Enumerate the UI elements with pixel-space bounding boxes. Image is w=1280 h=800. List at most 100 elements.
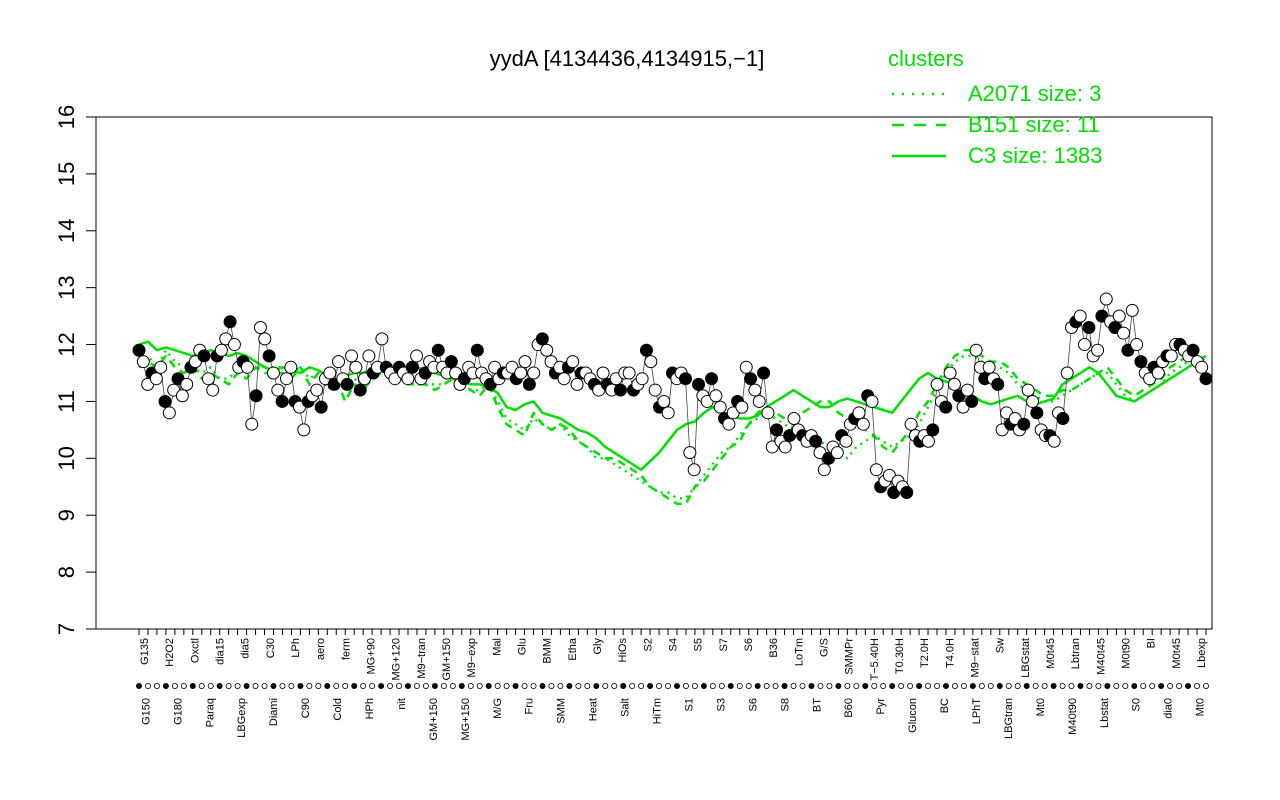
data-point — [180, 377, 194, 391]
x-tick-label-top: S2 — [642, 638, 654, 651]
data-point — [947, 377, 961, 391]
x-marker — [1122, 683, 1129, 690]
data-point — [817, 463, 831, 477]
data-point — [960, 383, 974, 397]
data-point — [158, 394, 172, 408]
x-tick-label-top: LPh — [290, 638, 302, 658]
x-tick-label-top: dia15 — [215, 638, 227, 665]
x-marker — [333, 683, 340, 690]
x-marker — [584, 683, 591, 690]
x-marker — [476, 683, 483, 690]
x-tick-label-top: Lbtran — [1070, 638, 1082, 669]
data-point — [353, 383, 367, 397]
x-tick-label-top: Oxctl — [189, 638, 201, 663]
x-tick-label-top: T2.0H — [919, 638, 931, 668]
data-point — [201, 372, 215, 386]
data-point — [713, 400, 727, 414]
x-marker — [252, 683, 259, 690]
legend-title: clusters — [888, 46, 964, 71]
data-point — [757, 366, 771, 380]
x-tick-label-bottom: S3 — [715, 698, 727, 711]
data-point — [132, 343, 146, 357]
x-tick-label-top: G135 — [139, 638, 151, 665]
x-tick-label-bottom: M/G — [492, 698, 504, 719]
x-tick-label-top: S6 — [743, 638, 755, 651]
x-marker — [279, 683, 286, 690]
x-marker — [925, 683, 932, 690]
x-marker — [449, 683, 456, 690]
data-point — [705, 372, 719, 386]
data-point — [1082, 320, 1096, 334]
x-marker — [996, 683, 1003, 690]
x-marker — [458, 683, 465, 690]
x-tick-label-bottom: B60 — [843, 698, 855, 718]
x-marker — [306, 683, 313, 690]
x-marker — [1086, 683, 1093, 690]
data-point — [175, 389, 189, 403]
x-marker — [1194, 683, 1201, 690]
x-marker — [530, 683, 537, 690]
data-point — [444, 355, 458, 369]
data-point — [332, 355, 346, 369]
x-marker — [548, 683, 555, 690]
x-tick-label-bottom: Diami — [268, 698, 280, 726]
x-marker — [817, 683, 824, 690]
x-marker — [243, 683, 250, 690]
data-point — [613, 383, 627, 397]
x-tick-label-bottom: nit — [396, 698, 408, 710]
data-point — [770, 423, 784, 437]
x-tick-label-top: M9−stat — [969, 638, 981, 677]
x-tick-label-top: M40t45 — [1095, 638, 1107, 675]
x-marker — [189, 683, 196, 690]
y-tick-label: 16 — [54, 105, 79, 129]
x-marker — [1185, 683, 1192, 690]
x-marker — [969, 683, 976, 690]
plot-border — [95, 116, 1213, 630]
data-point — [965, 394, 979, 408]
x-marker — [387, 683, 394, 690]
data-point — [1030, 406, 1044, 420]
data-point — [518, 355, 532, 369]
data-point — [809, 434, 823, 448]
x-marker — [1113, 683, 1120, 690]
data-point — [349, 360, 363, 374]
data-point — [1151, 366, 1165, 380]
data-point — [249, 389, 263, 403]
x-marker — [198, 683, 205, 690]
x-marker — [826, 683, 833, 690]
data-point — [687, 463, 701, 477]
x-tick-label-bottom: LBGtran — [1003, 698, 1015, 739]
x-marker — [135, 683, 142, 690]
x-marker — [987, 683, 994, 690]
data-point — [692, 377, 706, 391]
x-tick-label-top: LBGstat — [1020, 638, 1032, 678]
x-tick-label-bottom: Paraq — [204, 698, 216, 727]
x-marker — [754, 683, 761, 690]
data-point — [904, 417, 918, 431]
data-point — [240, 360, 254, 374]
x-marker — [404, 683, 411, 690]
x-marker — [916, 683, 923, 690]
data-point — [943, 366, 957, 380]
x-marker — [1149, 683, 1156, 690]
x-tick-label-bottom: S8 — [779, 698, 791, 711]
data-point — [522, 377, 536, 391]
data-point — [1199, 372, 1213, 386]
data-point — [778, 440, 792, 454]
x-marker — [566, 683, 573, 690]
x-tick-label-top: S4 — [668, 638, 680, 651]
x-marker — [315, 683, 322, 690]
data-point — [410, 349, 424, 363]
x-marker — [1176, 683, 1183, 690]
x-marker — [153, 683, 160, 690]
data-point — [722, 417, 736, 431]
legend-label-c3: C3 size: 1383 — [968, 143, 1103, 168]
y-tick-label: 7 — [54, 623, 79, 635]
x-tick-label-top: MG+120 — [391, 638, 403, 681]
x-marker — [494, 683, 501, 690]
x-marker — [270, 683, 277, 690]
x-marker — [360, 683, 367, 690]
legend-label-a2071: A2071 size: 3 — [968, 81, 1101, 106]
x-marker — [288, 683, 295, 690]
data-point — [991, 377, 1005, 391]
